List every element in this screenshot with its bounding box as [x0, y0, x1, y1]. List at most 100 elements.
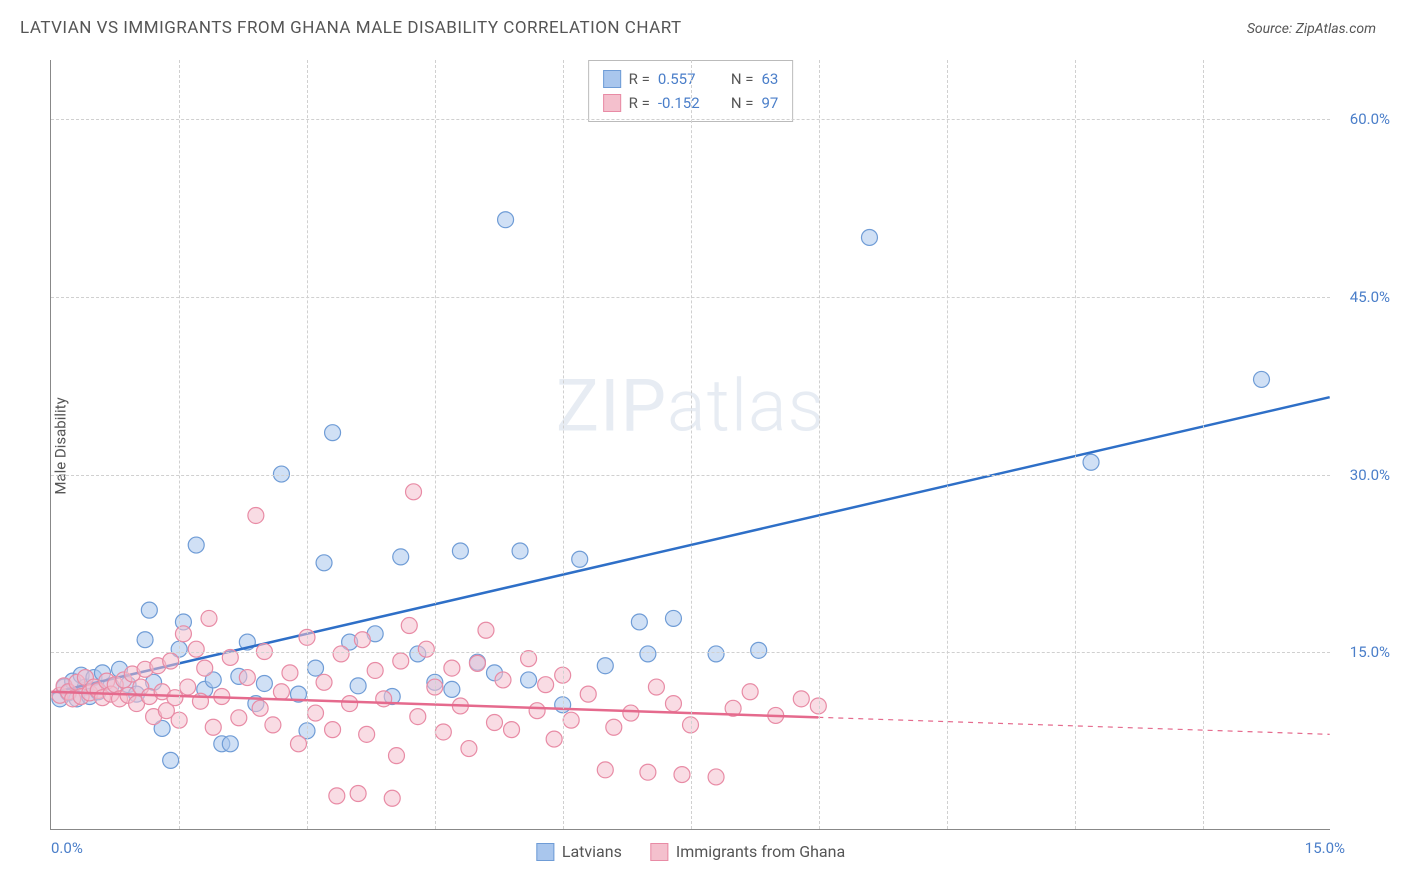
- legend-label: Latvians: [562, 842, 622, 861]
- data-point: [350, 786, 366, 802]
- data-point: [529, 703, 545, 719]
- data-point: [282, 665, 298, 681]
- data-point: [201, 610, 217, 626]
- data-point: [580, 686, 596, 702]
- vertical-gridline: [819, 60, 820, 829]
- data-point: [163, 752, 179, 768]
- data-point: [329, 788, 345, 804]
- r-value: 0.557: [658, 67, 713, 91]
- n-value: 97: [761, 91, 778, 115]
- data-point: [452, 543, 468, 559]
- data-point: [498, 212, 514, 228]
- data-point: [359, 726, 375, 742]
- data-point: [239, 670, 255, 686]
- data-point: [469, 655, 485, 671]
- data-point: [708, 769, 724, 785]
- data-point: [444, 681, 460, 697]
- data-point: [248, 507, 264, 523]
- legend-swatch: [650, 843, 668, 861]
- data-point: [742, 684, 758, 700]
- legend-label: Immigrants from Ghana: [676, 842, 845, 861]
- legend-swatch: [603, 70, 621, 88]
- data-point: [410, 709, 426, 725]
- data-point: [793, 691, 809, 707]
- y-tick-label: 30.0%: [1350, 466, 1390, 484]
- n-label: N =: [731, 91, 754, 115]
- data-point: [546, 731, 562, 747]
- data-point: [597, 658, 613, 674]
- plot-area: ZIPatlas R = 0.557 N = 63 R = -0.152 N =…: [50, 60, 1330, 830]
- data-point: [256, 675, 272, 691]
- r-label: R =: [629, 67, 650, 91]
- data-point: [572, 551, 588, 567]
- data-point: [640, 646, 656, 662]
- chart-title: LATVIAN VS IMMIGRANTS FROM GHANA MALE DI…: [20, 18, 682, 38]
- data-point: [393, 653, 409, 669]
- data-point: [137, 632, 153, 648]
- data-point: [1254, 371, 1270, 387]
- data-point: [205, 719, 221, 735]
- data-point: [640, 764, 656, 780]
- data-point: [648, 679, 664, 695]
- data-point: [308, 705, 324, 721]
- legend-item: Immigrants from Ghana: [650, 842, 845, 861]
- data-point: [350, 678, 366, 694]
- data-point: [197, 660, 213, 676]
- vertical-gridline: [1203, 60, 1204, 829]
- legend-swatch: [536, 843, 554, 861]
- x-tick-min: 0.0%: [51, 839, 83, 857]
- r-label: R =: [629, 91, 650, 115]
- data-point: [495, 672, 511, 688]
- vertical-gridline: [435, 60, 436, 829]
- data-point: [188, 641, 204, 657]
- data-point: [252, 700, 268, 716]
- data-point: [435, 724, 451, 740]
- data-point: [222, 736, 238, 752]
- data-point: [606, 719, 622, 735]
- data-point: [406, 484, 422, 500]
- data-point: [265, 717, 281, 733]
- data-point: [354, 632, 370, 648]
- data-point: [384, 790, 400, 806]
- data-point: [367, 662, 383, 678]
- data-point: [342, 696, 358, 712]
- data-point: [180, 679, 196, 695]
- vertical-gridline: [563, 60, 564, 829]
- r-value: -0.152: [658, 91, 713, 115]
- y-tick-label: 45.0%: [1350, 288, 1390, 306]
- data-point: [418, 641, 434, 657]
- series-legend: Latvians Immigrants from Ghana: [536, 842, 845, 861]
- source-attribution: Source: ZipAtlas.com: [1247, 21, 1376, 37]
- legend-item: Latvians: [536, 842, 622, 861]
- x-tick-max: 15.0%: [1305, 839, 1345, 857]
- data-point: [504, 722, 520, 738]
- data-point: [563, 712, 579, 728]
- data-point: [325, 425, 341, 441]
- data-point: [708, 646, 724, 662]
- data-point: [333, 646, 349, 662]
- data-point: [325, 722, 341, 738]
- vertical-gridline: [1075, 60, 1076, 829]
- data-point: [486, 715, 502, 731]
- vertical-gridline: [947, 60, 948, 829]
- data-point: [316, 674, 332, 690]
- vertical-gridline: [179, 60, 180, 829]
- data-point: [461, 741, 477, 757]
- data-point: [597, 762, 613, 778]
- data-point: [376, 691, 392, 707]
- n-label: N =: [731, 67, 754, 91]
- data-point: [665, 610, 681, 626]
- data-point: [665, 696, 681, 712]
- data-point: [231, 710, 247, 726]
- data-point: [674, 767, 690, 783]
- vertical-gridline: [691, 60, 692, 829]
- data-point: [631, 614, 647, 630]
- data-point: [188, 537, 204, 553]
- data-point: [538, 677, 554, 693]
- data-point: [1083, 454, 1099, 470]
- data-point: [141, 602, 157, 618]
- data-point: [444, 660, 460, 676]
- data-point: [623, 705, 639, 721]
- data-point: [290, 736, 306, 752]
- legend-swatch: [603, 94, 621, 112]
